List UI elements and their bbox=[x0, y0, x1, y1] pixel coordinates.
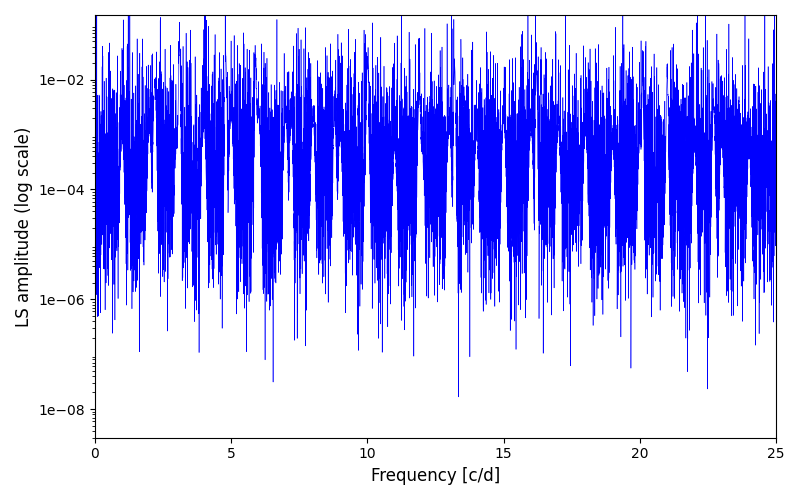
Y-axis label: LS amplitude (log scale): LS amplitude (log scale) bbox=[15, 126, 33, 326]
X-axis label: Frequency [c/d]: Frequency [c/d] bbox=[371, 467, 500, 485]
